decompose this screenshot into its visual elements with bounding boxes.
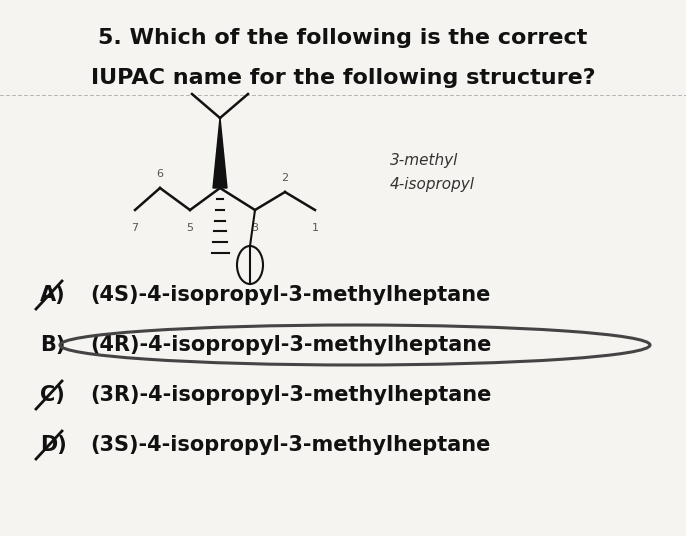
Text: 4: 4 [217,169,224,179]
Text: 7: 7 [132,223,139,233]
Text: 5: 5 [187,223,193,233]
Text: 3: 3 [252,223,259,233]
Text: (4R)-4-isopropyl-3-methylheptane: (4R)-4-isopropyl-3-methylheptane [90,335,491,355]
Text: (3S)-4-isopropyl-3-methylheptane: (3S)-4-isopropyl-3-methylheptane [90,435,490,455]
Text: B): B) [40,335,65,355]
Text: IUPAC name for the following structure?: IUPAC name for the following structure? [91,68,595,88]
Text: 2: 2 [281,173,289,183]
Text: D): D) [40,435,67,455]
Text: 5. Which of the following is the correct: 5. Which of the following is the correct [98,28,588,48]
Text: 6: 6 [156,169,163,179]
Text: 4-isopropyl: 4-isopropyl [390,177,475,192]
Text: C): C) [40,385,64,405]
Text: (4S)-4-isopropyl-3-methylheptane: (4S)-4-isopropyl-3-methylheptane [90,285,490,305]
Polygon shape [213,118,227,188]
Text: 3-methyl: 3-methyl [390,153,458,167]
Text: (3R)-4-isopropyl-3-methylheptane: (3R)-4-isopropyl-3-methylheptane [90,385,491,405]
Text: A): A) [40,285,66,305]
Text: 1: 1 [311,223,318,233]
